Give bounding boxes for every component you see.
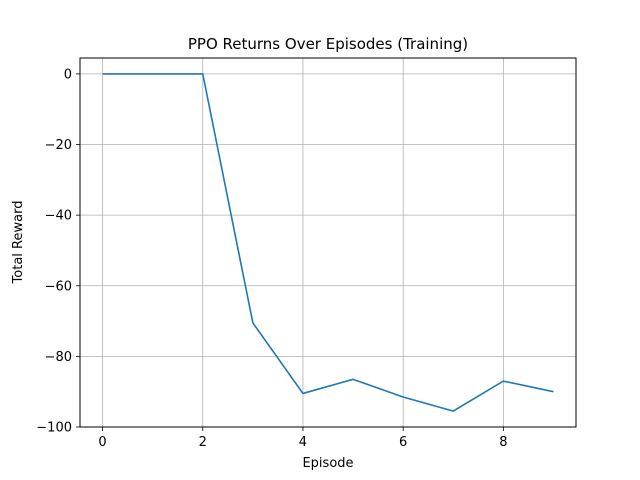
series-line xyxy=(102,73,554,412)
x-axis-label: Episode xyxy=(302,456,353,471)
y-tick-label: −60 xyxy=(45,279,72,294)
data-point xyxy=(352,379,354,381)
x-tick-label: 0 xyxy=(98,435,106,450)
y-tick-label: −80 xyxy=(45,350,72,365)
data-point xyxy=(202,73,204,75)
x-axis-ticks: 0 2 4 6 8 xyxy=(98,427,507,450)
data-point xyxy=(503,380,505,382)
data-point xyxy=(152,73,154,75)
y-tick-label: −40 xyxy=(45,209,72,224)
chart-title: PPO Returns Over Episodes (Training) xyxy=(188,35,468,53)
x-tick-label: 2 xyxy=(199,435,207,450)
y-tick-label: −100 xyxy=(36,421,72,436)
plot-frame xyxy=(79,57,577,428)
data-point xyxy=(302,393,304,395)
y-tick-label: −20 xyxy=(45,138,72,153)
grid xyxy=(80,58,576,428)
series-layer xyxy=(102,73,555,412)
y-axis-label: Total Reward xyxy=(11,201,26,285)
x-tick-label: 6 xyxy=(399,435,407,450)
y-tick-label: 0 xyxy=(64,67,72,82)
x-tick-label: 8 xyxy=(499,435,507,450)
data-point xyxy=(252,322,254,324)
data-point xyxy=(402,396,404,398)
y-axis-ticks: 0 −20 −40 −60 −80 −100 xyxy=(36,67,80,436)
data-point xyxy=(452,410,454,412)
data-point xyxy=(102,73,104,75)
data-point xyxy=(553,391,555,393)
x-tick-label: 4 xyxy=(299,435,307,450)
